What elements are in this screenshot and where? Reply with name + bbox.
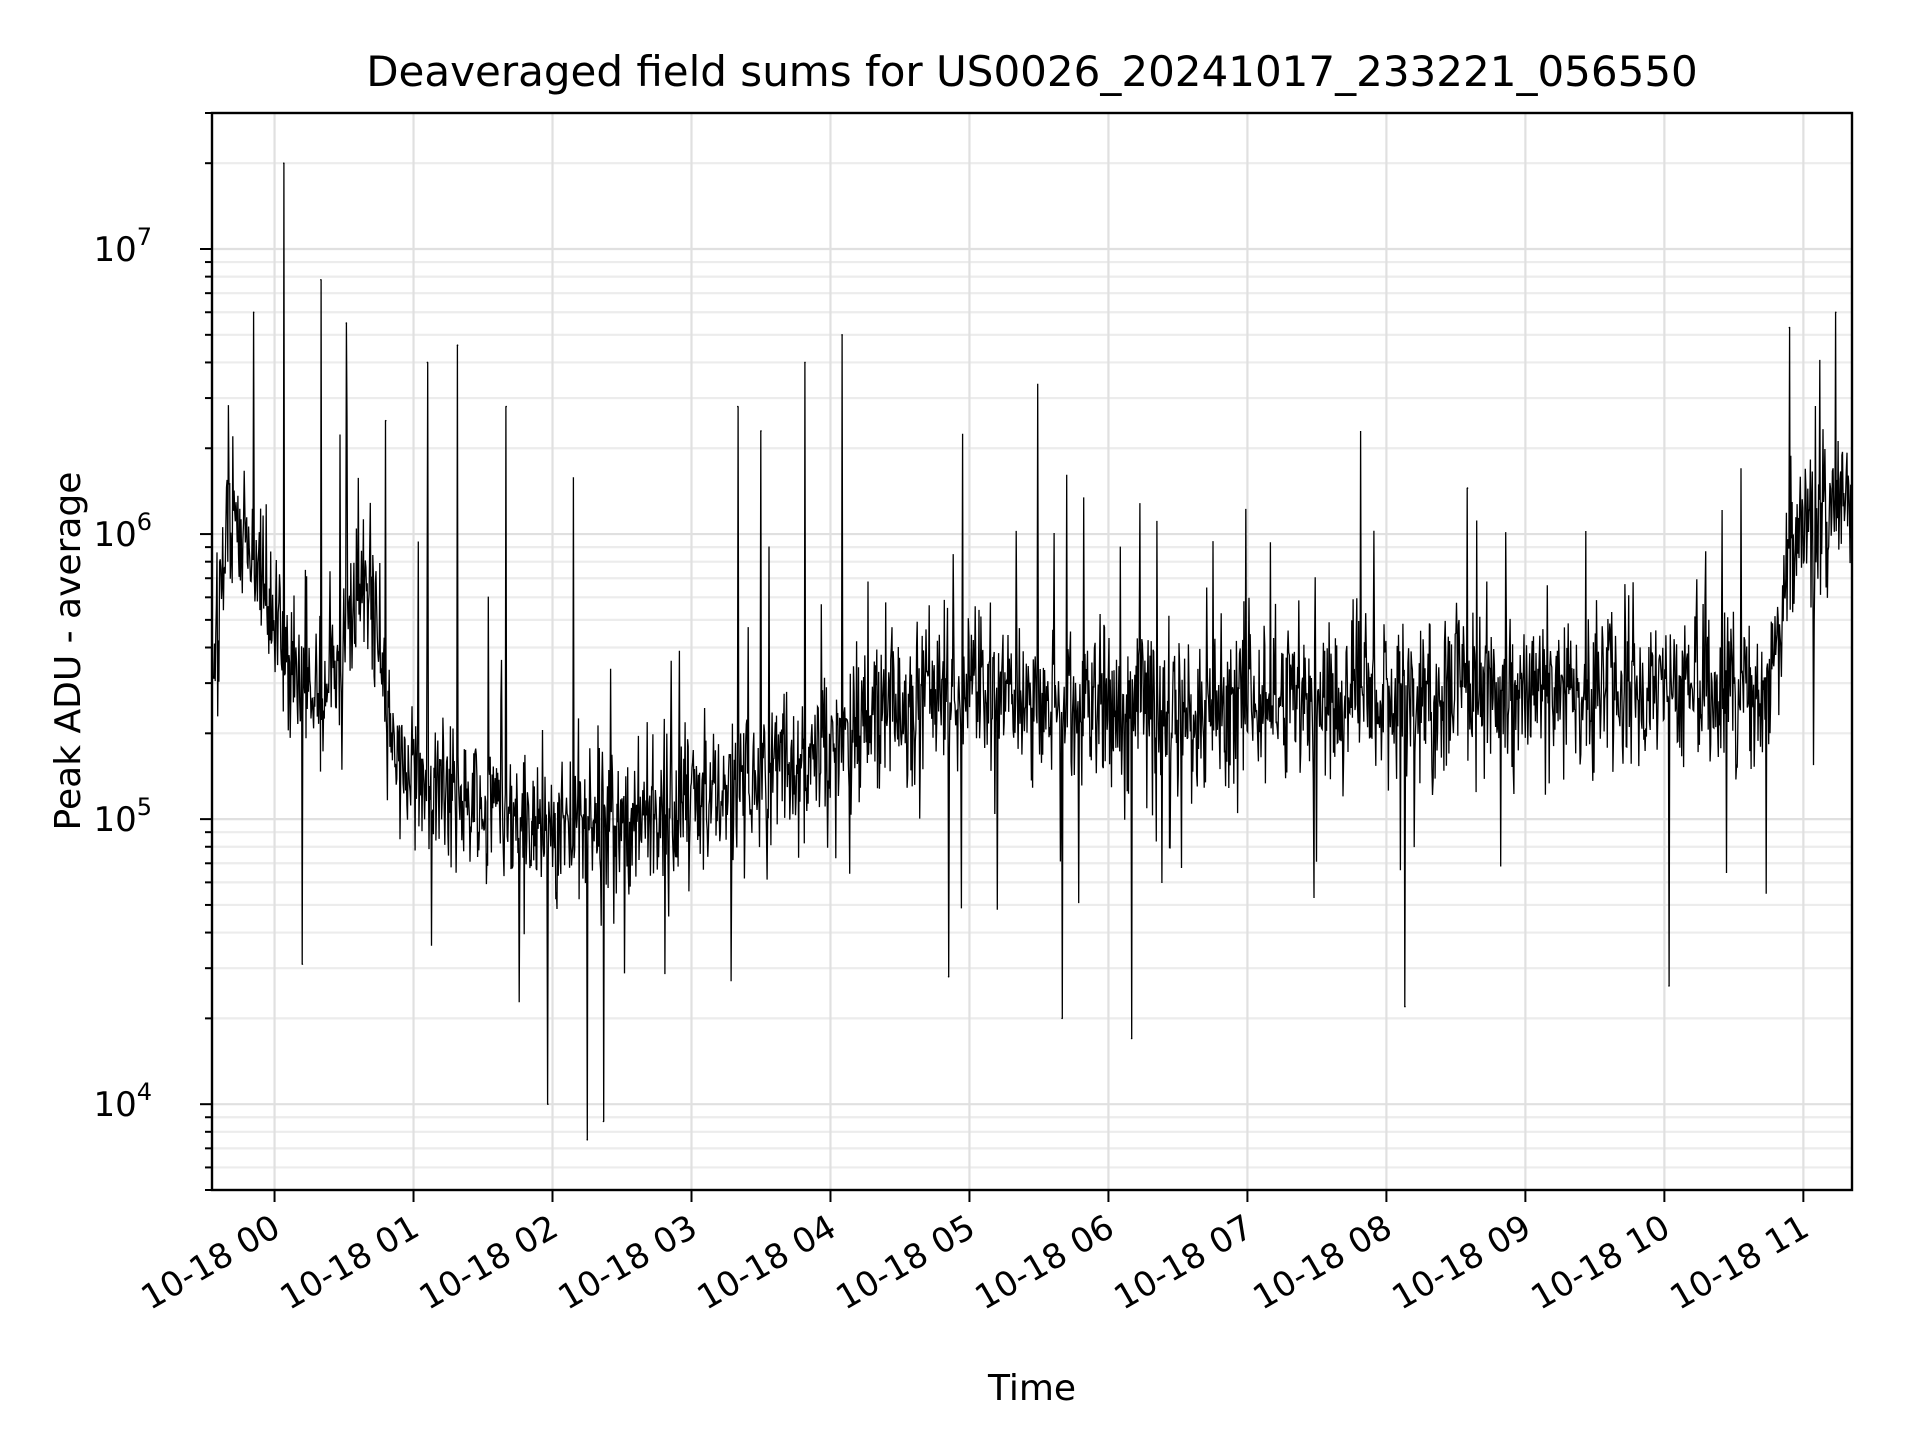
y-axis-label: Peak ADU - average [48, 472, 89, 831]
spike-point [1130, 1037, 1133, 1040]
y-tick-exponent: 5 [137, 793, 152, 821]
series-line [211, 163, 1853, 1140]
spike-point [586, 1139, 589, 1141]
spike-point [1466, 487, 1469, 489]
spike-point [505, 405, 507, 408]
spike-point [602, 1120, 605, 1123]
y-tick-exponent: 4 [137, 1078, 152, 1106]
spike-point [947, 975, 950, 978]
spike-point [1061, 1017, 1063, 1020]
spike-point [547, 1103, 549, 1105]
x-axis-label: Time [987, 1368, 1076, 1409]
spike-point [283, 162, 285, 164]
spike-point [737, 405, 739, 408]
series-layer [211, 162, 1853, 1141]
spike-point [320, 278, 322, 281]
spike-point [1834, 311, 1837, 314]
y-tick-label: 105 [93, 793, 152, 840]
spike-point [1668, 985, 1670, 987]
spike-point [384, 419, 387, 422]
spike-point [760, 430, 762, 432]
spike-point [252, 311, 255, 314]
spike-point [345, 322, 348, 324]
plot-frame [210, 111, 1854, 1192]
spike-point [456, 344, 459, 346]
spike-point [841, 334, 843, 336]
spike-point [1788, 326, 1791, 329]
spike-point [301, 963, 304, 965]
y-tick-exponent: 6 [137, 508, 152, 536]
spike-point [1404, 1005, 1406, 1008]
spike-point [804, 361, 806, 364]
spike-point [426, 361, 429, 364]
y-tick-exponent: 7 [137, 223, 152, 251]
chart-title: Deaveraged field sums for US0026_2024101… [366, 47, 1698, 96]
